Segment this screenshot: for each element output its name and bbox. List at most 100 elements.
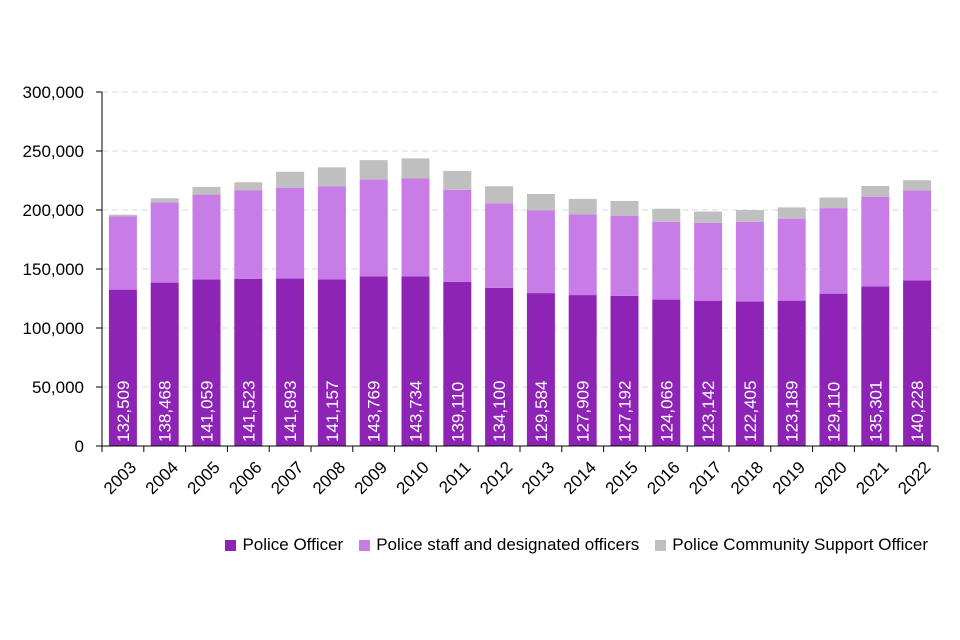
- bar-pcso-2006: [234, 182, 263, 191]
- bar-value-label: 127,192: [616, 381, 635, 442]
- bar-pcso-2004: [150, 198, 179, 203]
- bar-officer-2008: [317, 279, 346, 446]
- bar-pcso-2020: [819, 197, 848, 209]
- bar-officer-2020: [819, 293, 848, 446]
- bars: [108, 158, 932, 446]
- bar-staff-2022: [903, 190, 932, 281]
- x-tick-label: 2013: [518, 458, 558, 498]
- bar-staff-2005: [192, 194, 221, 280]
- legend-label-pcso: Police Community Support Officer: [672, 535, 928, 554]
- bar-staff-2009: [359, 179, 388, 277]
- bar-staff-2006: [234, 190, 263, 280]
- bar-staff-2007: [276, 187, 305, 279]
- bar-pcso-2005: [192, 186, 221, 195]
- legend-label-police-staff: Police staff and designated officers: [376, 535, 640, 554]
- bar-officer-2016: [652, 299, 681, 446]
- y-tick-label: 50,000: [32, 378, 84, 397]
- x-tick-label: 2020: [811, 458, 851, 498]
- legend-item-pcso: Police Community Support Officer: [655, 535, 928, 555]
- bar-pcso-2009: [359, 160, 388, 180]
- bar-value-labels: 132,509 138,468 141,059 141,523 141,893 141,1…: [114, 381, 927, 442]
- legend-item-police-officer: Police Officer: [225, 535, 343, 555]
- bar-officer-2017: [694, 300, 723, 446]
- y-tick-label: 250,000: [23, 142, 84, 161]
- bar-officer-2009: [359, 276, 388, 446]
- bar-value-label: 141,157: [323, 381, 342, 442]
- y-tick-label: 200,000: [23, 201, 84, 220]
- y-tick-label: 100,000: [23, 319, 84, 338]
- bar-value-label: 139,110: [448, 382, 467, 442]
- bar-value-label: 143,769: [365, 381, 384, 442]
- bar-pcso-2003: [108, 214, 137, 217]
- bar-value-label: 141,893: [281, 381, 300, 442]
- x-tick-label: 2018: [727, 458, 767, 498]
- bar-staff-2008: [317, 186, 346, 280]
- bar-value-label: 141,523: [239, 381, 258, 442]
- bar-value-label: 134,100: [490, 381, 509, 442]
- x-tick-label: 2016: [643, 458, 683, 498]
- bar-value-label: 124,066: [657, 381, 676, 442]
- x-tick-label: 2011: [435, 458, 474, 497]
- bar-value-label: 143,734: [407, 381, 426, 442]
- bar-pcso-2013: [526, 193, 555, 211]
- bar-value-label: 140,228: [908, 381, 927, 442]
- bar-officer-2021: [861, 286, 890, 446]
- bar-officer-2012: [485, 287, 514, 446]
- bar-pcso-2019: [777, 207, 806, 219]
- bar-pcso-2021: [861, 186, 890, 197]
- x-tick-label: 2015: [602, 458, 642, 498]
- bar-pcso-2014: [568, 198, 597, 215]
- legend-swatch-pcso: [655, 539, 667, 551]
- bar-value-label: 129,584: [532, 381, 551, 442]
- bar-staff-2013: [526, 210, 555, 294]
- bar-officer-2011: [443, 281, 472, 446]
- bar-pcso-2022: [903, 180, 932, 191]
- x-tick-label: 2003: [100, 458, 140, 498]
- bar-pcso-2015: [610, 200, 639, 216]
- x-tick-label: 2008: [309, 458, 349, 498]
- bar-officer-2014: [568, 295, 597, 446]
- y-tick-label: 0: [75, 437, 84, 456]
- x-tick-label: 2010: [393, 458, 433, 498]
- bar-staff-2012: [485, 203, 514, 288]
- bar-staff-2004: [150, 202, 179, 283]
- legend-item-police-staff: Police staff and designated officers: [359, 535, 639, 555]
- x-tick-label: 2017: [685, 458, 725, 498]
- bar-value-label: 138,468: [156, 381, 175, 442]
- legend: Police Officer Police staff and designat…: [0, 532, 960, 558]
- x-tick-label: 2004: [142, 458, 182, 498]
- legend-swatch-police-officer: [225, 539, 237, 551]
- bar-staff-2020: [819, 208, 848, 294]
- x-tick-label: 2012: [476, 458, 516, 498]
- bar-staff-2011: [443, 189, 472, 282]
- bar-pcso-2008: [317, 167, 346, 187]
- bar-value-label: 123,142: [699, 381, 718, 442]
- bar-staff-2003: [108, 216, 137, 290]
- bar-value-label: 127,909: [574, 381, 593, 442]
- bar-officer-2010: [401, 276, 430, 446]
- bar-pcso-2010: [401, 158, 430, 179]
- legend-label-police-officer: Police Officer: [242, 535, 344, 554]
- bar-staff-2015: [610, 215, 639, 296]
- bar-staff-2016: [652, 221, 681, 300]
- x-tick-label: 2007: [267, 458, 307, 498]
- x-tick-label: 2021: [852, 458, 892, 498]
- bar-value-label: 132,509: [114, 381, 133, 442]
- bar-staff-2017: [694, 222, 723, 301]
- bar-value-label: 129,110: [825, 382, 844, 442]
- bar-officer-2019: [777, 300, 806, 446]
- x-tick-label: 2005: [184, 458, 224, 498]
- bar-staff-2014: [568, 214, 597, 296]
- x-tick-label: 2022: [894, 458, 934, 498]
- bar-officer-2015: [610, 295, 639, 446]
- bar-pcso-2012: [485, 186, 514, 204]
- legend-swatch-police-staff: [359, 539, 371, 551]
- bar-officer-2022: [903, 280, 932, 446]
- x-tick-label: 2019: [769, 458, 809, 498]
- bar-pcso-2016: [652, 208, 681, 222]
- bar-officer-2007: [276, 278, 305, 446]
- bar-staff-2010: [401, 178, 430, 277]
- bar-value-label: 123,189: [783, 381, 802, 442]
- bar-staff-2021: [861, 196, 890, 287]
